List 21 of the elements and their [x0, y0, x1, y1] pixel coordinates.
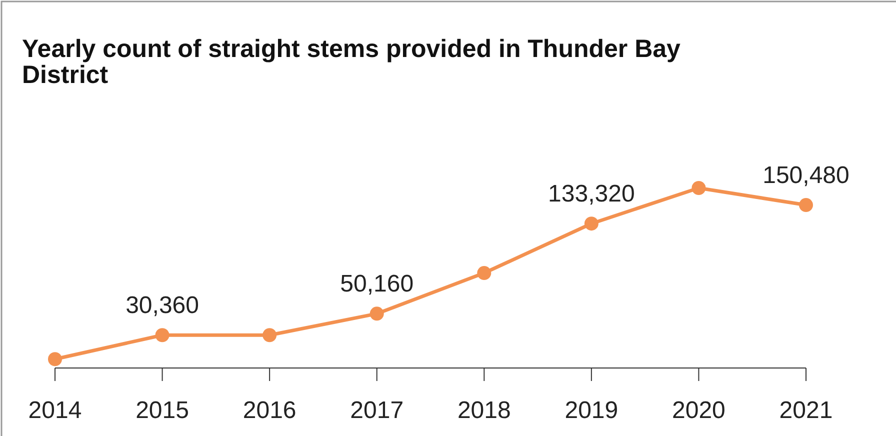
point	[477, 266, 492, 280]
point	[48, 352, 62, 366]
data-label: 133,320	[548, 180, 635, 208]
data-label: 150,480	[762, 162, 850, 190]
point	[799, 198, 813, 212]
point	[262, 328, 277, 342]
x-tick-label: 2019	[564, 397, 618, 424]
chart-title: Yearly count of straight stems provided in Thunder Bay District	[22, 35, 681, 89]
x-tick-label: 2016	[242, 397, 296, 424]
point	[155, 328, 170, 342]
data-label: 30,360	[126, 292, 199, 320]
point	[584, 216, 598, 231]
x-tick-label: 2018	[457, 397, 511, 424]
x-tick-label: 2021	[779, 397, 833, 424]
point	[692, 181, 706, 195]
x-tick-label: 2020	[672, 397, 726, 424]
x-tick-label: 2017	[350, 397, 404, 424]
point	[370, 306, 384, 321]
x-tick-label: 2015	[136, 397, 189, 424]
x-tick-label: 2014	[28, 397, 82, 424]
data-label: 50,160	[340, 270, 414, 298]
